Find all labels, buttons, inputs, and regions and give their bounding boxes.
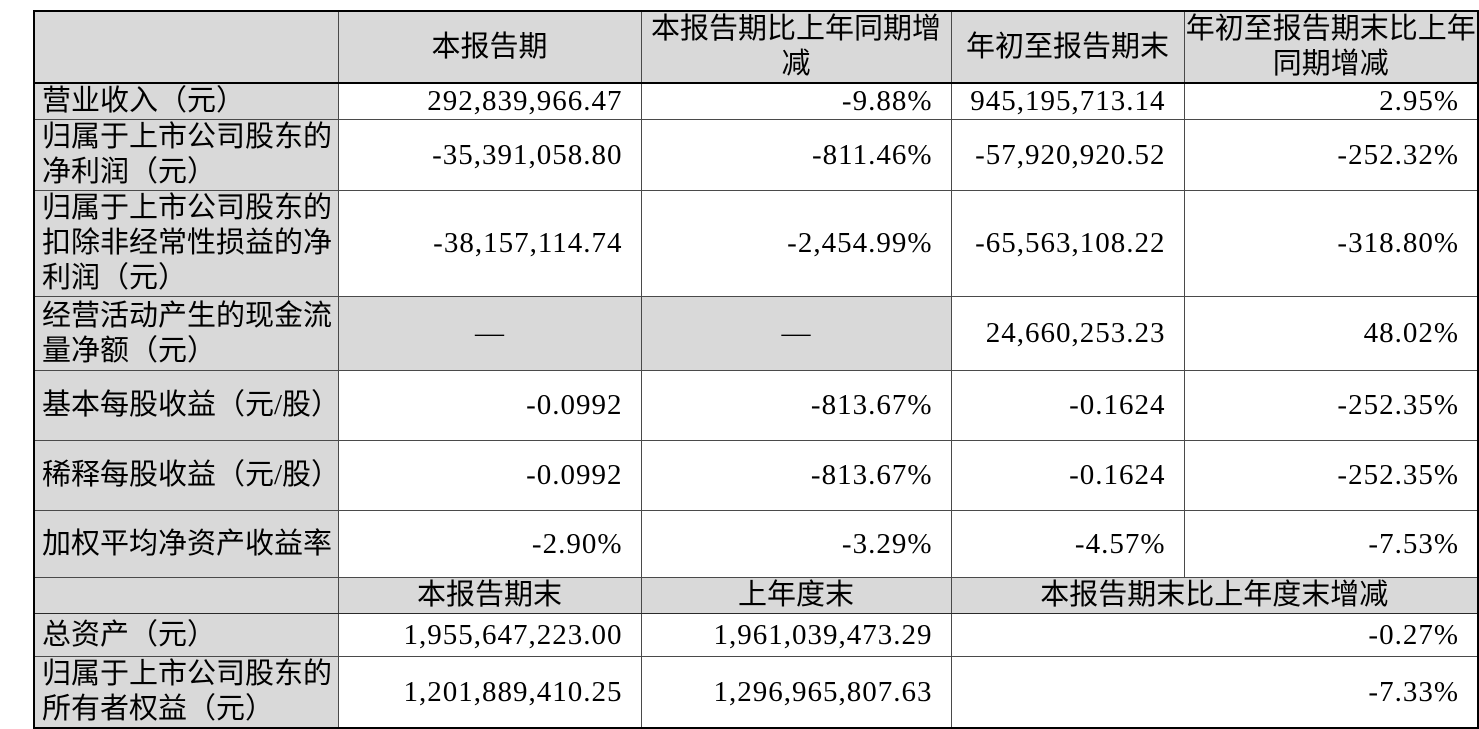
cell-value: -65,563,108.22 xyxy=(950,190,1185,297)
cell-value: -0.1624 xyxy=(950,370,1185,441)
row-label: 经营活动产生的现金流量净额（元） xyxy=(33,296,339,371)
cell-value: 945,195,713.14 xyxy=(950,82,1185,120)
cell-value: 48.02% xyxy=(1183,296,1479,371)
cell-value: 1,296,965,807.63 xyxy=(640,656,952,729)
row-net-profit-attributable: 归属于上市公司股东的净利润（元） -35,391,058.80 -811.46%… xyxy=(33,119,1479,191)
header-ytd-yoy: 年初至报告期末比上年同期增减 xyxy=(1183,10,1479,84)
cell-value: -35,391,058.80 xyxy=(337,119,642,191)
cell-value: -811.46% xyxy=(640,119,952,191)
row-label: 稀释每股收益（元/股） xyxy=(33,440,339,511)
row-label: 归属于上市公司股东的所有者权益（元） xyxy=(33,656,339,729)
cell-value: -57,920,920.52 xyxy=(950,119,1185,191)
cell-value: -3.29% xyxy=(640,510,952,578)
cell-value: -252.32% xyxy=(1183,119,1479,191)
row-label: 基本每股收益（元/股） xyxy=(33,370,339,441)
cell-value: -0.0992 xyxy=(337,370,642,441)
cell-value: 1,201,889,410.25 xyxy=(337,656,642,729)
cell-value: -38,157,114.74 xyxy=(337,190,642,297)
row-label: 总资产（元） xyxy=(33,613,339,657)
header-current-period: 本报告期 xyxy=(337,10,642,84)
row-weighted-avg-roe: 加权平均净资产收益率 -2.90% -3.29% -4.57% -7.53% xyxy=(33,510,1479,578)
row-label: 加权平均净资产收益率 xyxy=(33,510,339,578)
row-label: 归属于上市公司股东的扣除非经常性损益的净利润（元） xyxy=(33,190,339,297)
cell-value: -252.35% xyxy=(1183,440,1479,511)
cell-value: -252.35% xyxy=(1183,370,1479,441)
subheader-end-of-period: 本报告期末 xyxy=(337,577,642,614)
header-row: 本报告期 本报告期比上年同期增减 年初至报告期末 年初至报告期末比上年同期增减 xyxy=(33,10,1479,84)
cell-value: -2,454.99% xyxy=(640,190,952,297)
subheader-period-vs-prior-year: 本报告期末比上年度末增减 xyxy=(950,577,1479,614)
key-figures-table: 本报告期 本报告期比上年同期增减 年初至报告期末 年初至报告期末比上年同期增减 … xyxy=(33,10,1479,729)
subheader-corner-cell xyxy=(33,577,339,614)
row-basic-eps: 基本每股收益（元/股） -0.0992 -813.67% -0.1624 -25… xyxy=(33,370,1479,441)
cell-value: -9.88% xyxy=(640,82,952,120)
cell-value: 292,839,966.47 xyxy=(337,82,642,120)
row-diluted-eps: 稀释每股收益（元/股） -0.0992 -813.67% -0.1624 -25… xyxy=(33,440,1479,511)
cell-value: 24,660,253.23 xyxy=(950,296,1185,371)
header-ytd: 年初至报告期末 xyxy=(950,10,1185,84)
cell-value: -813.67% xyxy=(640,370,952,441)
cell-value: 1,961,039,473.29 xyxy=(640,613,952,657)
cell-value: -813.67% xyxy=(640,440,952,511)
row-operating-cash-flow: 经营活动产生的现金流量净额（元） — — 24,660,253.23 48.02… xyxy=(33,296,1479,371)
cell-value: -4.57% xyxy=(950,510,1185,578)
cell-value: -0.0992 xyxy=(337,440,642,511)
cell-value: -7.53% xyxy=(1183,510,1479,578)
row-label: 营业收入（元） xyxy=(33,82,339,120)
cell-na-dash: — xyxy=(337,296,642,371)
cell-na-dash: — xyxy=(640,296,952,371)
cell-value: -0.1624 xyxy=(950,440,1185,511)
header-corner-cell xyxy=(33,10,339,84)
row-net-profit-excl-nonrecurring: 归属于上市公司股东的扣除非经常性损益的净利润（元） -38,157,114.74… xyxy=(33,190,1479,297)
row-total-assets: 总资产（元） 1,955,647,223.00 1,961,039,473.29… xyxy=(33,613,1479,657)
row-label: 归属于上市公司股东的净利润（元） xyxy=(33,119,339,191)
cell-change-value: -7.33% xyxy=(950,656,1479,729)
subheader-row: 本报告期末 上年度末 本报告期末比上年度末增减 xyxy=(33,577,1479,614)
cell-value: 1,955,647,223.00 xyxy=(337,613,642,657)
cell-change-value: -0.27% xyxy=(950,613,1479,657)
row-equity-attributable: 归属于上市公司股东的所有者权益（元） 1,201,889,410.25 1,29… xyxy=(33,656,1479,729)
cell-value: -318.80% xyxy=(1183,190,1479,297)
financial-summary-table: 本报告期 本报告期比上年同期增减 年初至报告期末 年初至报告期末比上年同期增减 … xyxy=(33,10,1479,729)
header-current-period-yoy: 本报告期比上年同期增减 xyxy=(640,10,952,84)
row-operating-revenue: 营业收入（元） 292,839,966.47 -9.88% 945,195,71… xyxy=(33,82,1479,120)
cell-value: 2.95% xyxy=(1183,82,1479,120)
subheader-end-of-prior-year: 上年度末 xyxy=(640,577,952,614)
cell-value: -2.90% xyxy=(337,510,642,578)
